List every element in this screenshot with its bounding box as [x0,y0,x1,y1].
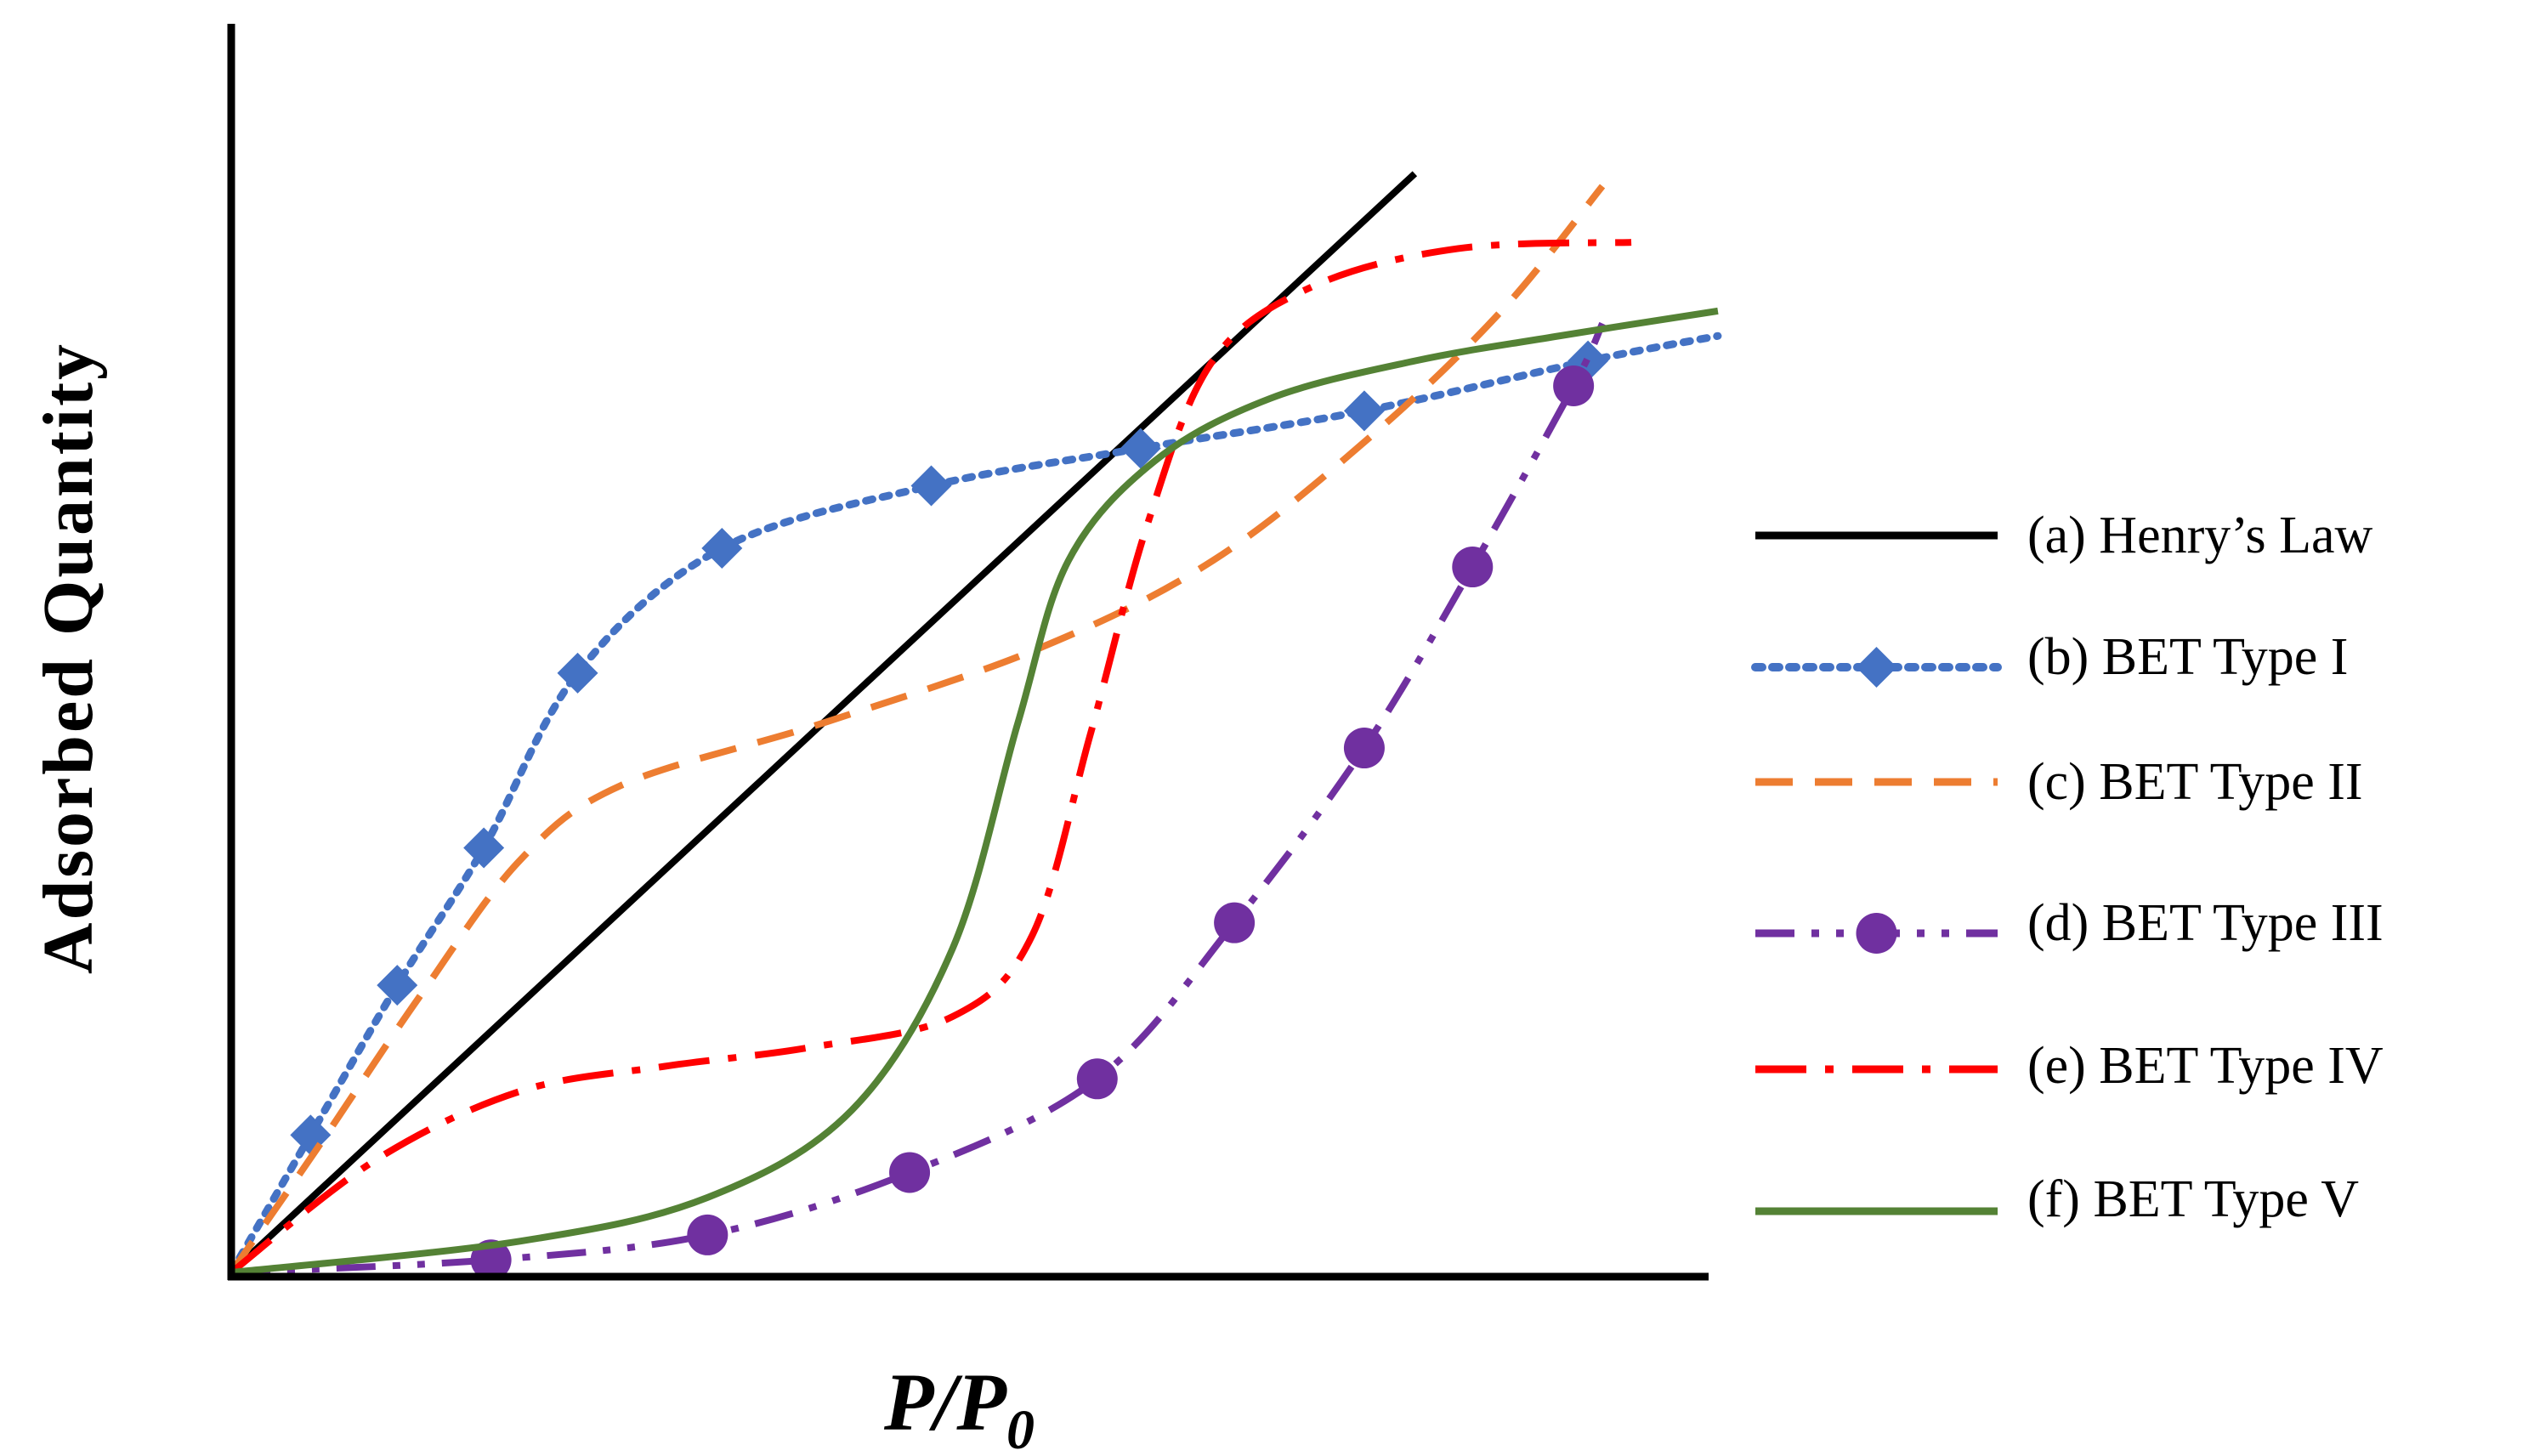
series-bet-type-iii [230,321,1606,1281]
data-point-bet-type-iii-4 [1076,1058,1118,1100]
series-layer [227,171,1722,1281]
data-point-bet-type-i-6 [910,465,952,507]
legend-item-bet-type-i: (b) BET Type I [1751,628,2348,688]
series-line-bet-type-iii [230,321,1606,1276]
legend-label-bet-type-i: (b) BET Type I [2027,628,2348,686]
data-point-bet-type-iii-5 [1214,902,1256,943]
legend: (a) Henry’s Law (b) BET Type I (c) BET Typ… [1751,507,2384,1228]
legend-item-bet-type-v: (f) BET Type V [1755,1170,2359,1228]
series-line-bet-type-ii [228,184,1606,1275]
legend-label-bet-type-iv: (e) BET Type IV [2027,1037,2384,1095]
legend-label-bet-type-v: (f) BET Type V [2027,1170,2359,1228]
legend-item-henry-s-law: (a) Henry’s Law [1755,507,2372,564]
x-axis-label: P/P0 [883,1357,1035,1456]
x-axis-label-subscript: 0 [1006,1399,1035,1456]
series-line-bet-type-v [230,307,1719,1276]
series-bet-type-v [230,307,1719,1276]
legend-marker-bet-type-iii [1856,913,1897,954]
x-axis-label-main: P/P [883,1357,1007,1448]
data-point-bet-type-i-7 [1120,428,1161,469]
data-point-bet-type-iii-7 [1452,547,1494,588]
legend-label-bet-type-ii: (c) BET Type II [2027,753,2363,811]
data-point-bet-type-iii-8 [1553,365,1595,407]
legend-marker-bet-type-i [1856,647,1897,688]
series-bet-type-ii [228,184,1606,1275]
data-point-bet-type-iii-2 [687,1214,728,1255]
legend-label-henry-s-law: (a) Henry’s Law [2027,507,2372,564]
legend-label-bet-type-iii: (d) BET Type III [2027,894,2384,952]
data-point-bet-type-iii-3 [889,1152,931,1193]
y-axis-label: Adsorbed Quantity [29,342,108,974]
data-point-bet-type-iii-6 [1343,728,1385,769]
legend-item-bet-type-iii: (d) BET Type III [1755,894,2384,954]
legend-item-bet-type-ii: (c) BET Type II [1755,753,2363,811]
data-point-bet-type-i-3 [463,827,505,869]
legend-item-bet-type-iv: (e) BET Type IV [1755,1037,2384,1095]
data-point-bet-type-i-2 [377,965,418,1006]
data-point-bet-type-i-4 [557,652,598,694]
axes-layer [227,24,1709,1281]
data-point-bet-type-i-5 [701,527,743,569]
data-point-bet-type-i-8 [1343,390,1385,432]
